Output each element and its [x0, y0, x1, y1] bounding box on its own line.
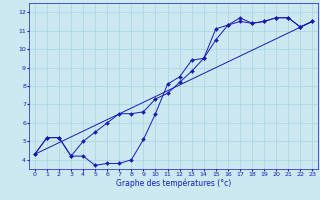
X-axis label: Graphe des températures (°c): Graphe des températures (°c) — [116, 178, 231, 188]
